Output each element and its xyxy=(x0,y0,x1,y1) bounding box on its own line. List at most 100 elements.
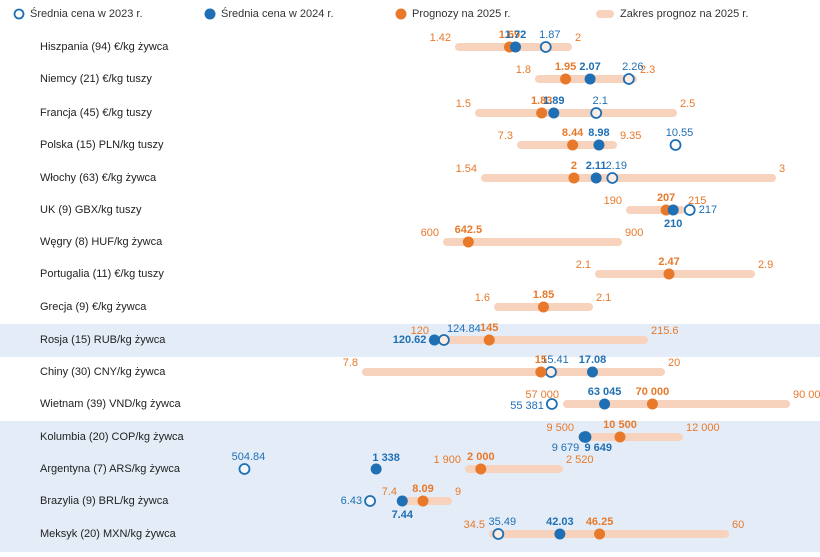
value-label: 2.19 xyxy=(606,160,627,172)
value-label: 17.08 xyxy=(579,354,607,366)
dot-2023 xyxy=(669,139,682,151)
dot-2023 xyxy=(492,528,505,540)
range-high-label: 90 000 xyxy=(793,389,820,401)
value-label: 2.11 xyxy=(586,160,607,172)
value-label: 10 500 xyxy=(603,419,637,431)
dot xyxy=(535,366,547,378)
value-label: 2.1 xyxy=(593,95,608,107)
dot-2023 xyxy=(545,398,558,410)
dot xyxy=(578,431,590,443)
value-label: 10.55 xyxy=(666,127,694,139)
range-high-label: 215.6 xyxy=(651,325,679,337)
range-high-label: 60 xyxy=(732,519,744,531)
range-high-label: 2.9 xyxy=(758,259,773,271)
range-high-label: 2 520 xyxy=(566,454,594,466)
value-label: 55 381 xyxy=(510,400,544,412)
dot xyxy=(568,172,580,184)
value-label: 7.44 xyxy=(392,509,414,521)
range-low-label: 1.42 xyxy=(430,32,451,44)
value-label: 8.09 xyxy=(412,483,433,495)
range-high-label: 9.35 xyxy=(620,130,641,142)
dot xyxy=(667,204,679,216)
value-label: 2.47 xyxy=(658,256,679,268)
value-label: 217 xyxy=(699,204,717,216)
dot xyxy=(538,301,549,313)
range-high-label: 215 xyxy=(688,195,706,207)
range-low-label: 9 500 xyxy=(546,422,574,434)
dot-2023 xyxy=(545,366,557,378)
legend-label: Średnia cena w 2024 r. xyxy=(221,7,334,20)
dot xyxy=(584,73,596,85)
value-label: 63 045 xyxy=(588,386,622,398)
value-label: 6.43 xyxy=(341,495,362,507)
value-label: 1.69 xyxy=(499,29,520,41)
value-label: 145 xyxy=(480,322,498,334)
forecast-range xyxy=(517,141,617,149)
range-low-label: 120 xyxy=(411,325,429,337)
dot xyxy=(590,172,602,184)
row-label: Wietnam (39) VND/kg żywca xyxy=(40,398,181,410)
dot-2023 xyxy=(622,73,635,85)
dot-2023 xyxy=(364,495,376,507)
value-label: 504.84 xyxy=(232,451,266,463)
row-label: Grecja (9) €/kg żywca xyxy=(40,301,147,313)
row-label: Argentyna (7) ARS/kg żywca xyxy=(40,463,181,475)
value-label: 2 000 xyxy=(467,451,495,463)
row-label: Portugalia (11) €/kg tuszy xyxy=(40,268,164,280)
value-label: 124.84 xyxy=(447,323,481,335)
row-label: Hiszpania (94) €/kg żywca xyxy=(40,41,169,53)
range-high-label: 2.1 xyxy=(596,292,611,304)
dot xyxy=(483,334,495,346)
legend-label: Prognozy na 2025 r. xyxy=(412,8,510,20)
range-low-label: 2.1 xyxy=(576,259,591,271)
legend-swatch xyxy=(596,10,614,18)
value-label: 1.89 xyxy=(543,95,564,107)
legend-label: Zakres prognoz na 2025 r. xyxy=(620,8,748,20)
dot xyxy=(475,463,487,475)
dot xyxy=(548,107,560,119)
row-band xyxy=(0,324,820,357)
row-label: Włochy (63) €/kg żywca xyxy=(40,172,157,184)
dot xyxy=(614,431,626,443)
row-label: Brazylia (9) BRL/kg żywca xyxy=(40,495,169,507)
value-label: 15 xyxy=(535,354,547,366)
dot-2023 xyxy=(606,172,619,184)
value-label: 210 xyxy=(664,218,682,230)
range-low-label: 1.5 xyxy=(456,98,471,110)
value-label: 46.25 xyxy=(586,516,614,528)
forecast-range xyxy=(433,336,648,344)
dot xyxy=(554,528,566,540)
value-label: 9 649 xyxy=(584,442,612,454)
value-label: 2.26 xyxy=(622,61,643,73)
range-low-label: 1 900 xyxy=(433,454,461,466)
row-label: Niemcy (21) €/kg tuszy xyxy=(40,73,152,85)
value-label: 1.83 xyxy=(531,95,552,107)
value-label: 642.5 xyxy=(455,224,483,236)
range-high-label: 900 xyxy=(625,227,643,239)
dot xyxy=(536,107,548,119)
value-label: 207 xyxy=(657,192,675,204)
range-low-label: 7.3 xyxy=(498,130,513,142)
dot-2023 xyxy=(683,204,696,216)
dot xyxy=(462,236,474,248)
range-low-label: 1.8 xyxy=(516,64,531,76)
value-label: 35.49 xyxy=(489,516,517,528)
row-label: Chiny (30) CNY/kg żywca xyxy=(40,366,166,378)
dot-2023 xyxy=(590,107,603,119)
range-high-label: 12 000 xyxy=(686,422,720,434)
dot xyxy=(396,495,408,507)
dot-2023 xyxy=(238,463,251,475)
forecast-range xyxy=(443,238,622,246)
dot-2023 xyxy=(437,334,450,346)
value-label: 1.85 xyxy=(533,289,554,301)
legend-marker xyxy=(13,8,25,20)
dot xyxy=(560,73,572,85)
forecast-range xyxy=(475,109,677,117)
range-low-label: 57 000 xyxy=(525,389,559,401)
forecast-range xyxy=(362,368,665,376)
dot-2023 xyxy=(539,41,552,53)
value-label: 1.95 xyxy=(555,61,576,73)
value-label: 8.98 xyxy=(588,127,609,139)
value-label: 1 338 xyxy=(372,452,400,464)
